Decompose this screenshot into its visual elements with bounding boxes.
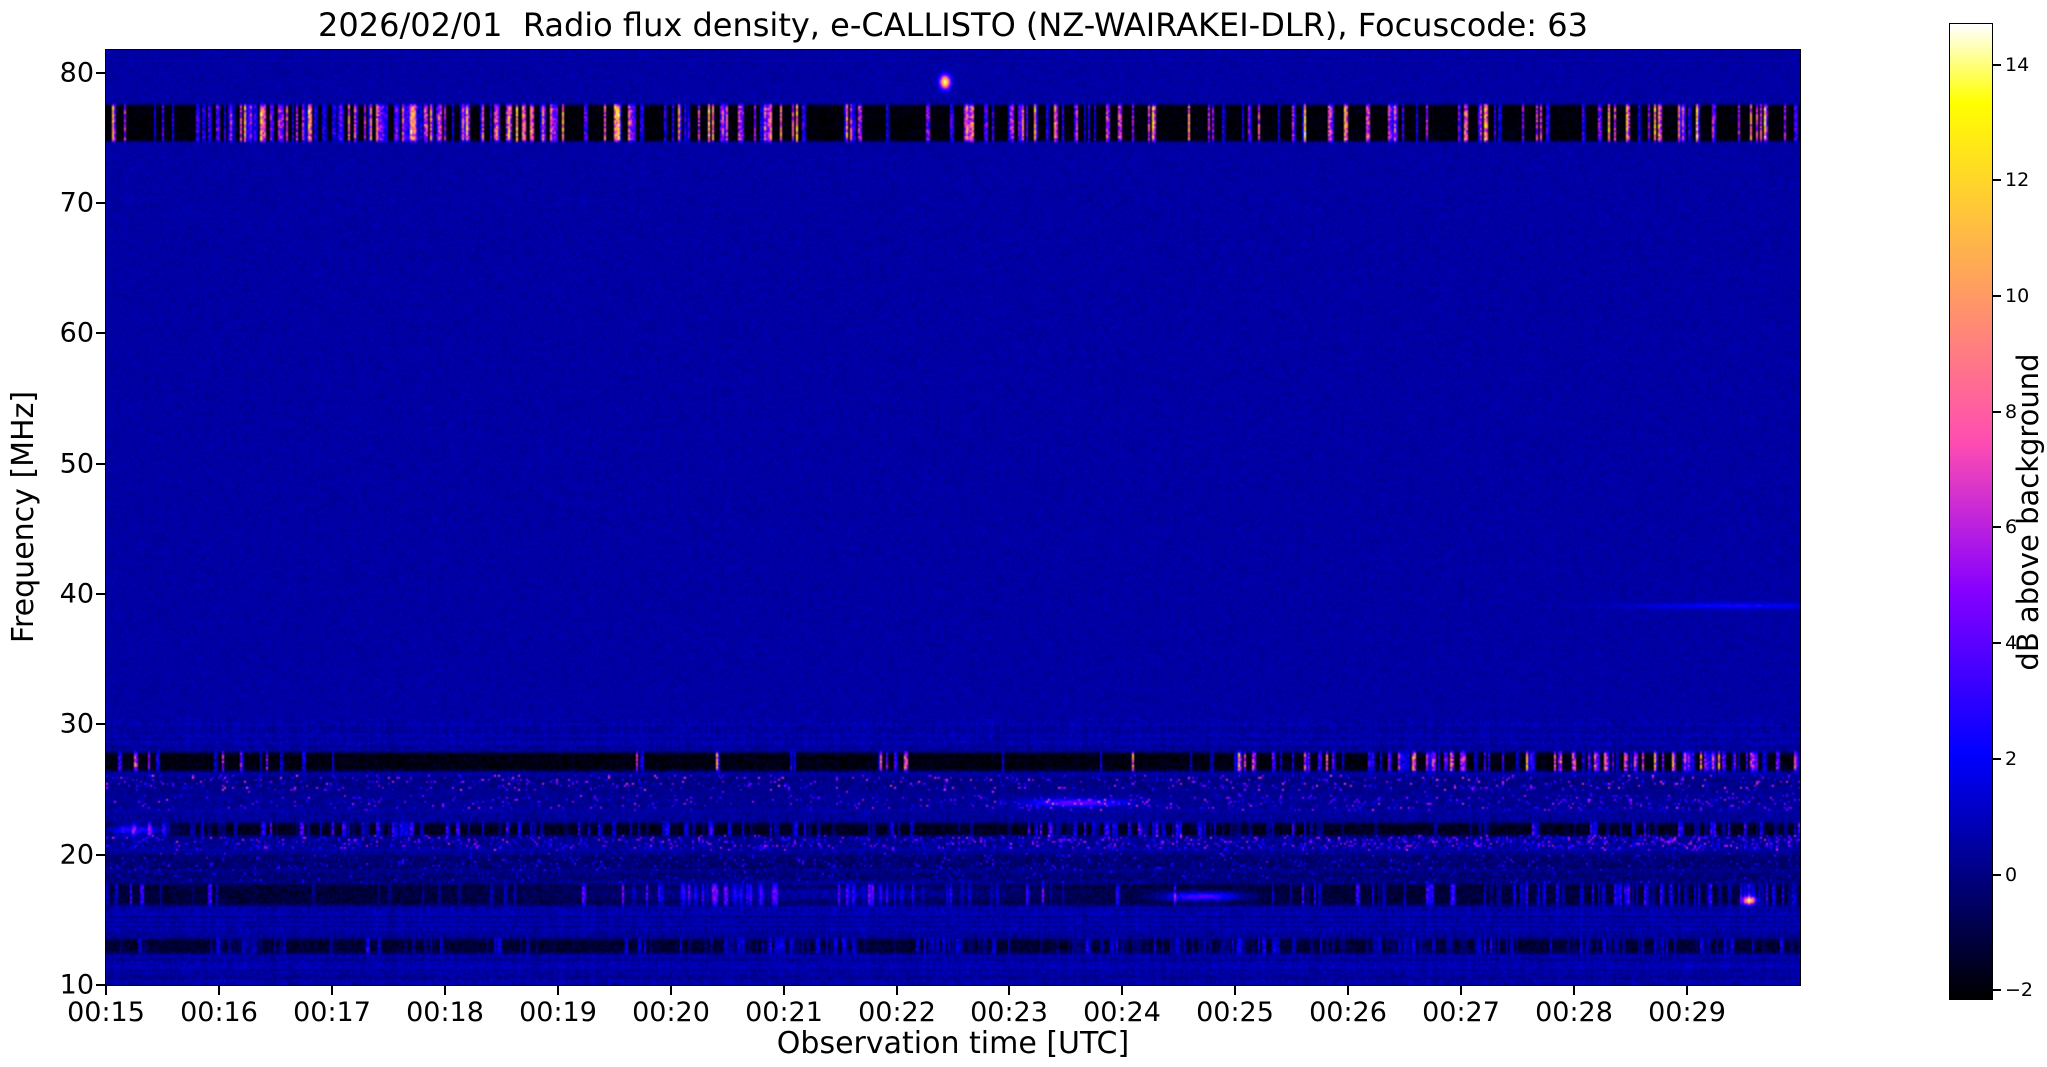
y-tick-mark	[96, 984, 105, 986]
x-tick-mark	[444, 986, 446, 995]
colorbar-tick-mark	[1993, 874, 2001, 876]
colorbar-tick-label: 0	[2005, 864, 2018, 886]
x-tick-label: 00:29	[1648, 997, 1726, 1028]
colorbar-tick-mark	[1993, 989, 2001, 991]
colorbar-axis-label: dB above background	[2011, 353, 2045, 671]
colorbar-tick-label: −2	[2005, 979, 2034, 1001]
x-tick-mark	[1234, 986, 1236, 995]
colorbar-tick-mark	[1993, 411, 2001, 413]
x-tick-label: 00:28	[1535, 997, 1613, 1028]
colorbar-tick-mark	[1993, 526, 2001, 528]
x-tick-mark	[1121, 986, 1123, 995]
y-tick-label: 40	[59, 578, 94, 610]
colorbar-tick-mark	[1993, 758, 2001, 760]
x-tick-label: 00:25	[1196, 997, 1274, 1028]
x-tick-mark	[1686, 986, 1688, 995]
y-tick-label: 80	[59, 57, 94, 89]
y-tick-label: 70	[59, 187, 94, 219]
y-tick-mark	[96, 72, 105, 74]
x-tick-mark	[783, 986, 785, 995]
colorbar-tick-label: 14	[2005, 54, 2030, 76]
y-tick-mark	[96, 593, 105, 595]
x-tick-mark	[670, 986, 672, 995]
x-tick-mark	[331, 986, 333, 995]
y-tick-label: 30	[59, 708, 94, 740]
y-tick-label: 50	[59, 448, 94, 480]
y-tick-label: 10	[59, 969, 94, 1001]
y-tick-mark	[96, 202, 105, 204]
x-tick-mark	[1460, 986, 1462, 995]
y-tick-label: 60	[59, 317, 94, 349]
x-tick-mark	[557, 986, 559, 995]
x-tick-label: 00:19	[519, 997, 597, 1028]
x-tick-mark	[105, 986, 107, 995]
x-tick-mark	[1347, 986, 1349, 995]
colorbar-tick-label: 6	[2005, 516, 2018, 538]
y-tick-label: 20	[59, 839, 94, 871]
colorbar-tick-mark	[1993, 295, 2001, 297]
colorbar-tick-mark	[1993, 64, 2001, 66]
x-tick-label: 00:18	[406, 997, 484, 1028]
colorbar-tick-label: 2	[2005, 748, 2018, 770]
x-tick-mark	[896, 986, 898, 995]
x-axis-label: Observation time [UTC]	[776, 1026, 1130, 1061]
x-tick-label: 00:22	[858, 997, 936, 1028]
chart-title: 2026/02/01 Radio flux density, e-CALLIST…	[318, 6, 1588, 44]
x-tick-label: 00:24	[1083, 997, 1161, 1028]
colorbar-gradient	[1949, 23, 1993, 1000]
x-tick-label: 00:17	[293, 997, 371, 1028]
y-tick-mark	[96, 463, 105, 465]
colorbar-tick-label: 12	[2005, 169, 2030, 191]
x-tick-label: 00:23	[970, 997, 1048, 1028]
colorbar-tick-mark	[1993, 179, 2001, 181]
spectrogram-heatmap	[105, 49, 1801, 986]
colorbar-tick-label: 4	[2005, 632, 2018, 654]
x-tick-label: 00:16	[180, 997, 258, 1028]
x-tick-label: 00:27	[1422, 997, 1500, 1028]
x-tick-mark	[218, 986, 220, 995]
x-tick-label: 00:21	[745, 997, 823, 1028]
y-tick-mark	[96, 723, 105, 725]
colorbar-tick-mark	[1993, 642, 2001, 644]
colorbar-tick-label: 10	[2005, 285, 2030, 307]
y-tick-mark	[96, 854, 105, 856]
colorbar-tick-label: 8	[2005, 401, 2018, 423]
x-tick-mark	[1008, 986, 1010, 995]
y-tick-mark	[96, 332, 105, 334]
x-tick-label: 00:26	[1309, 997, 1387, 1028]
y-axis-label: Frequency [MHz]	[6, 390, 41, 644]
x-tick-mark	[1573, 986, 1575, 995]
x-tick-label: 00:15	[67, 997, 145, 1028]
x-tick-label: 00:20	[632, 997, 710, 1028]
